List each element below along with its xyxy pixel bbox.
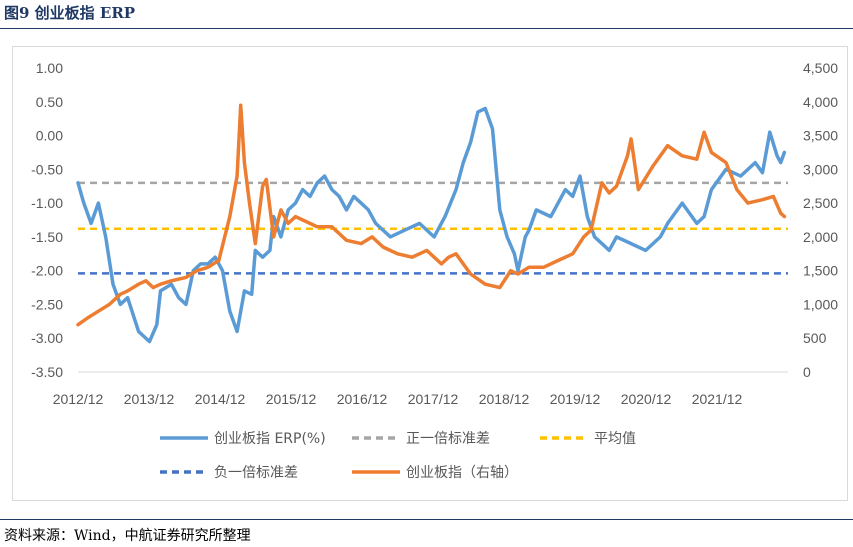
x-tick-label: 2016/12: [337, 391, 388, 407]
x-tick-label: 2014/12: [195, 391, 246, 407]
x-tick-label: 2021/12: [692, 391, 743, 407]
chart-frame: [12, 46, 848, 501]
left-tick-label: -1.50: [31, 229, 63, 245]
x-axis-ticks: 2012/12 2013/12 2014/12 2015/12 2016/12 2017/…: [53, 391, 743, 407]
erp-line: [76, 106, 787, 344]
left-tick-label: -0.50: [31, 161, 63, 177]
left-tick-label: -1.00: [31, 195, 63, 211]
right-tick-label: 1,500: [803, 263, 838, 279]
left-tick-label: -3.50: [31, 364, 63, 380]
left-tick-label: 0.00: [36, 128, 63, 144]
x-tick-label: 2020/12: [621, 391, 672, 407]
legend-label: 创业板指 ERP(%): [214, 431, 326, 447]
right-tick-label: 2,000: [803, 229, 838, 245]
left-tick-label: -2.50: [31, 296, 63, 312]
right-tick-label: 3,500: [803, 128, 838, 144]
source-note: 资料来源：Wind，中航证券研究所整理: [4, 528, 251, 544]
left-tick-label: -2.00: [31, 263, 63, 279]
index-line: [76, 103, 787, 327]
x-tick-label: 2012/12: [53, 391, 104, 407]
x-tick-label: 2013/12: [124, 391, 175, 407]
left-tick-label: 1.00: [36, 60, 63, 76]
figure-title: 图9 创业板指 ERP: [4, 4, 136, 22]
x-tick-label: 2017/12: [408, 391, 459, 407]
legend-label: 创业板指（右轴）: [406, 465, 518, 481]
bottom-rule: [0, 519, 853, 520]
x-tick-label: 2018/12: [479, 391, 530, 407]
x-tick-label: 2019/12: [550, 391, 601, 407]
legend-label: 正一倍标准差: [406, 431, 490, 447]
right-tick-label: 1,000: [803, 296, 838, 312]
right-tick-label: 4,000: [803, 94, 838, 110]
top-rule: [0, 28, 853, 29]
right-axis-ticks: 4,500 4,000 3,500 3,000 2,500 2,000 1,500 1,000…: [803, 60, 838, 380]
legend-label: 负一倍标准差: [214, 465, 298, 481]
right-tick-label: 0: [803, 364, 811, 380]
series-layer: [76, 103, 788, 344]
right-tick-label: 2,500: [803, 195, 838, 211]
left-tick-label: 0.50: [36, 94, 63, 110]
left-tick-label: -3.00: [31, 330, 63, 346]
right-tick-label: 500: [803, 330, 827, 346]
right-tick-label: 3,000: [803, 161, 838, 177]
x-tick-label: 2015/12: [266, 391, 317, 407]
right-tick-label: 4,500: [803, 60, 838, 76]
legend-label: 平均值: [594, 431, 636, 447]
left-axis-ticks: 1.00 0.50 0.00 -0.50 -1.00 -1.50 -2.00 -2.50 -3.…: [31, 60, 63, 380]
